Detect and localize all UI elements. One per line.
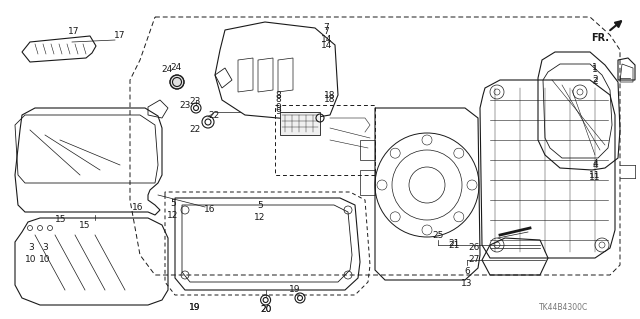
Circle shape [170,75,184,89]
Text: 1: 1 [593,65,598,75]
Text: 19: 19 [189,303,201,313]
Text: 25: 25 [433,232,444,241]
Text: 10: 10 [25,256,36,264]
Text: 4: 4 [593,159,598,167]
Text: 18: 18 [324,92,335,100]
Text: FR.: FR. [591,33,609,43]
Text: 16: 16 [132,203,143,211]
Text: 9: 9 [276,108,281,116]
Text: 7: 7 [324,27,329,36]
Text: 5: 5 [170,199,175,209]
Text: 11: 11 [589,174,601,182]
Text: 26: 26 [468,243,479,253]
Text: 14: 14 [321,41,332,50]
Text: 23: 23 [189,98,201,107]
Text: 16: 16 [204,205,216,214]
Text: 2: 2 [593,76,598,85]
Text: 9: 9 [276,103,281,113]
Text: 7: 7 [324,24,329,33]
Text: 27: 27 [468,256,479,264]
Text: 17: 17 [115,31,125,40]
Text: 14: 14 [321,35,332,44]
Text: 17: 17 [68,27,79,36]
Text: 20: 20 [260,306,271,315]
Text: 19: 19 [289,286,300,294]
Text: 22: 22 [189,125,200,135]
Text: 10: 10 [39,256,51,264]
Text: 21: 21 [449,241,460,249]
Polygon shape [280,112,320,135]
Text: 13: 13 [461,278,473,287]
Text: 20: 20 [260,306,271,315]
Text: 12: 12 [167,211,179,220]
Text: 24: 24 [170,63,182,71]
Text: 8: 8 [276,92,281,100]
Text: 8: 8 [276,95,281,105]
Text: 3: 3 [28,243,33,253]
Text: 3: 3 [42,243,48,253]
Text: 21: 21 [449,239,460,248]
Text: 5: 5 [257,201,263,210]
Text: 15: 15 [55,216,67,225]
Text: 2: 2 [593,78,598,86]
Text: 19: 19 [189,303,201,313]
Text: TK44B4300C: TK44B4300C [539,303,588,313]
Text: 18: 18 [324,95,335,105]
Text: 15: 15 [79,220,91,229]
Text: 24: 24 [161,65,173,75]
Text: 22: 22 [209,112,220,121]
Text: 11: 11 [589,170,601,180]
Text: 6: 6 [465,268,470,277]
Text: 23: 23 [179,100,191,109]
Text: 12: 12 [254,212,266,221]
Text: 1: 1 [593,63,598,72]
Text: 4: 4 [593,160,598,169]
